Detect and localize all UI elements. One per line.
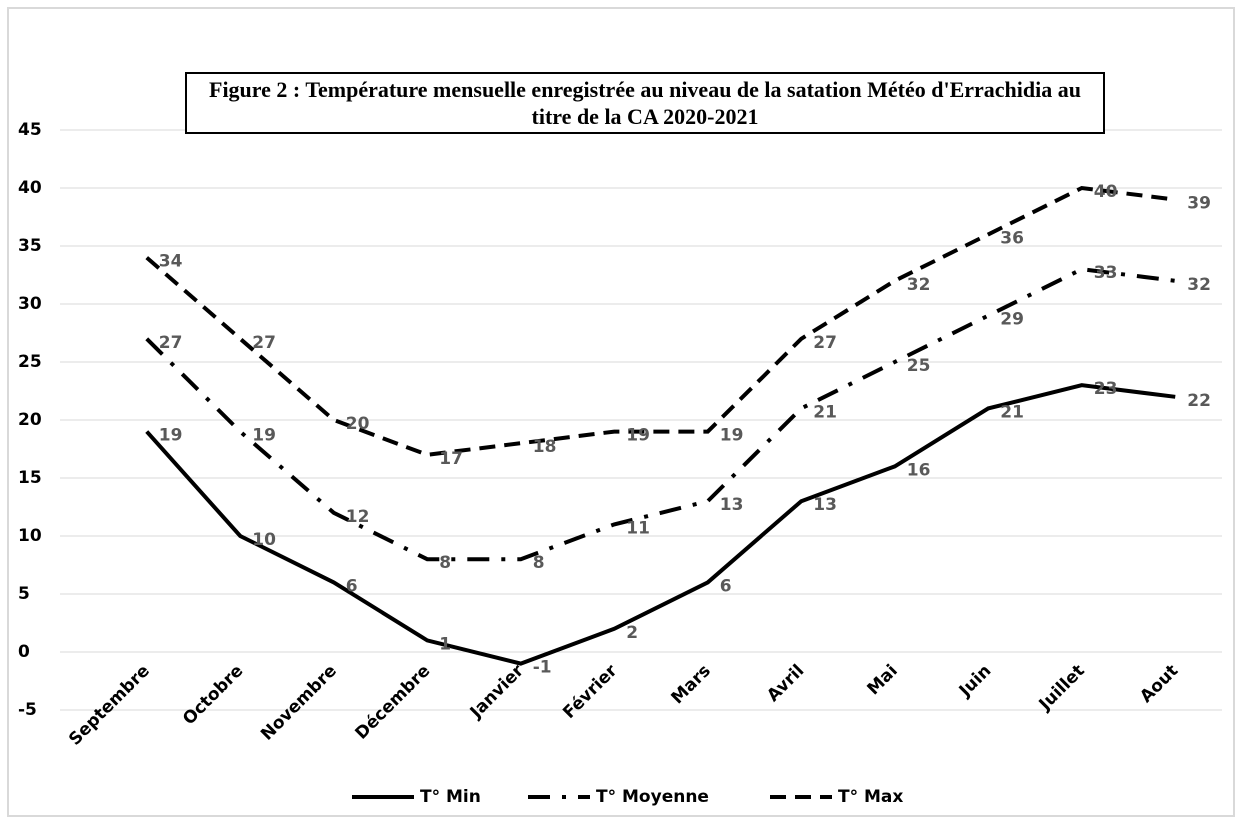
data-label: 18 xyxy=(533,437,557,457)
chart-frame xyxy=(7,7,1235,817)
x-tick-label: Janvier xyxy=(466,661,528,723)
y-tick-label: 45 xyxy=(18,120,42,140)
x-tick-label: Mai xyxy=(863,661,901,699)
data-label: 21 xyxy=(1000,402,1024,422)
data-label: 36 xyxy=(1000,228,1024,248)
legend-label: T° Min xyxy=(420,787,481,807)
y-tick-label: 35 xyxy=(18,236,42,256)
chart-title: Figure 2 : Température mensuelle enregis… xyxy=(185,72,1105,134)
data-label: 6 xyxy=(346,576,358,596)
x-tick-label: Avril xyxy=(763,661,808,706)
data-label: 22 xyxy=(1187,391,1211,411)
data-label: 11 xyxy=(626,518,650,538)
legend-label: T° Moyenne xyxy=(596,787,709,807)
legend-label: T° Max xyxy=(838,787,903,807)
x-tick-label: Juin xyxy=(955,661,996,702)
data-label: 34 xyxy=(159,252,183,272)
data-label: 6 xyxy=(720,576,732,596)
data-label: 27 xyxy=(252,333,276,353)
data-label: 21 xyxy=(813,402,837,422)
y-tick-label: 30 xyxy=(18,294,42,314)
data-label: 16 xyxy=(907,460,931,480)
data-label: 19 xyxy=(159,426,183,446)
data-label: 8 xyxy=(533,553,545,573)
data-label: 8 xyxy=(439,553,451,573)
y-tick-label: 0 xyxy=(18,642,30,662)
data-label: 25 xyxy=(907,356,931,376)
series-line xyxy=(145,383,1176,666)
data-label: 19 xyxy=(626,426,650,446)
x-tick-label: Juillet xyxy=(1035,661,1089,715)
y-tick-label: -5 xyxy=(18,700,37,720)
data-label: 20 xyxy=(346,414,370,434)
y-tick-label: 15 xyxy=(18,468,42,488)
data-label: 1 xyxy=(439,634,451,654)
data-label: 23 xyxy=(1094,379,1118,399)
y-tick-label: 10 xyxy=(18,526,42,546)
y-tick-label: 40 xyxy=(18,178,42,198)
data-label: 32 xyxy=(907,275,931,295)
y-tick-label: 5 xyxy=(18,584,30,604)
data-label: 27 xyxy=(159,333,183,353)
y-tick-label: 25 xyxy=(18,352,42,372)
series-line xyxy=(145,185,1176,457)
x-tick-label: Février xyxy=(559,661,621,723)
data-label: 13 xyxy=(720,495,744,515)
data-label: 19 xyxy=(720,426,744,446)
data-label: 33 xyxy=(1094,263,1118,283)
data-label: -1 xyxy=(533,658,552,678)
data-label: 19 xyxy=(252,426,276,446)
data-label: 10 xyxy=(252,530,276,550)
data-label: 40 xyxy=(1094,182,1118,202)
data-label: 12 xyxy=(346,507,370,527)
x-tick-label: Octobre xyxy=(179,661,247,729)
x-tick-label: Aout xyxy=(1136,661,1182,707)
series-line xyxy=(145,267,1176,562)
data-label: 2 xyxy=(626,623,638,643)
data-label: 32 xyxy=(1187,275,1211,295)
data-label: 17 xyxy=(439,449,463,469)
x-tick-label: Septembre xyxy=(65,661,154,750)
data-label: 39 xyxy=(1187,194,1211,214)
x-tick-label: Mars xyxy=(668,661,715,708)
x-tick-label: Décembre xyxy=(352,661,435,744)
data-label: 13 xyxy=(813,495,837,515)
x-tick-label: Novembre xyxy=(257,661,341,745)
data-label: 27 xyxy=(813,333,837,353)
data-label: 29 xyxy=(1000,310,1024,330)
y-tick-label: 20 xyxy=(18,410,42,430)
